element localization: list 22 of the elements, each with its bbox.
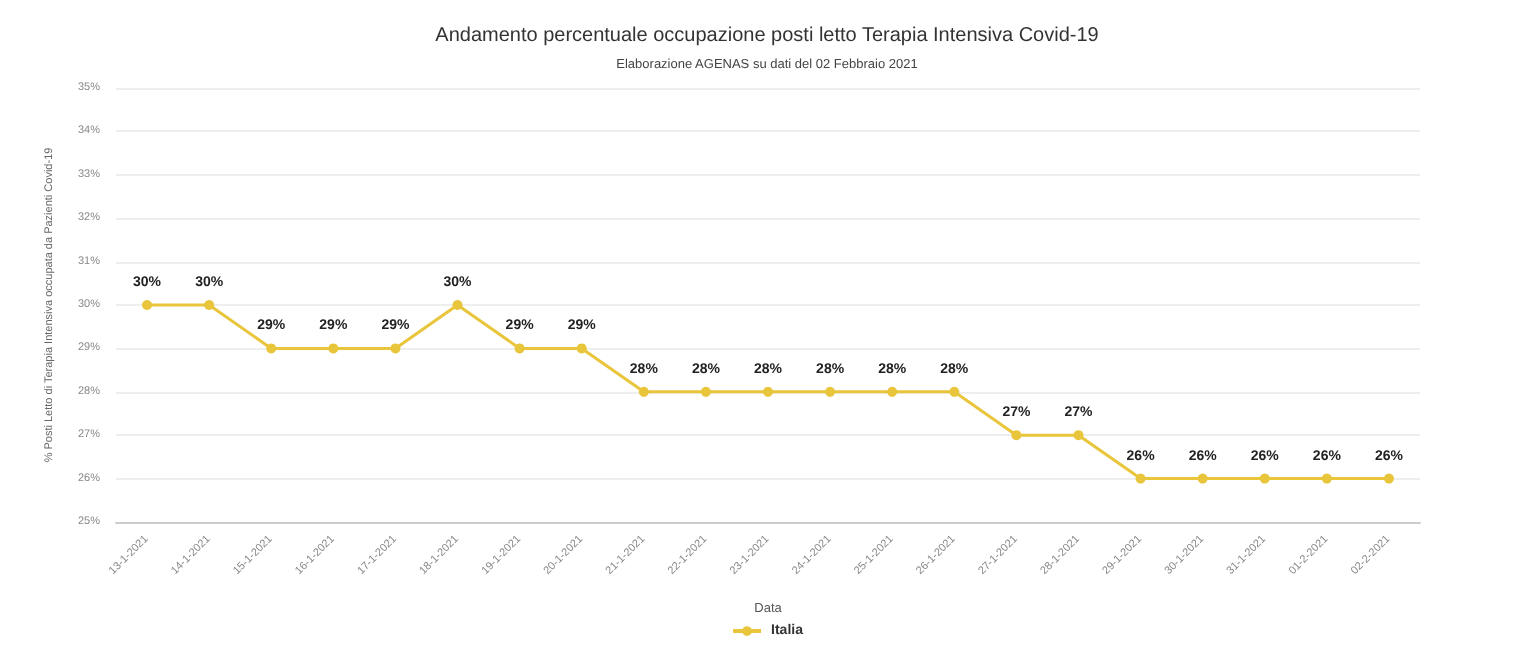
point: [1135, 473, 1146, 484]
point: [763, 386, 773, 397]
point: [576, 343, 587, 354]
point: [390, 343, 401, 354]
point: [700, 386, 711, 397]
chart-title: Andamento percentuale occupazione posti letto Terapia Intensiva Covid-19: [435, 25, 1100, 47]
point: [949, 386, 960, 397]
point: [452, 300, 463, 310]
point: [638, 386, 649, 397]
point: [1011, 430, 1022, 441]
point: [887, 386, 898, 397]
point: [1259, 473, 1270, 484]
point: [825, 386, 836, 397]
point: [266, 343, 277, 354]
point: [1321, 473, 1332, 484]
point: [142, 300, 153, 310]
point: [328, 343, 339, 354]
point: [1383, 473, 1394, 484]
point: [1073, 430, 1084, 441]
point: [514, 343, 525, 354]
point: [204, 300, 215, 310]
point: [1197, 473, 1208, 484]
